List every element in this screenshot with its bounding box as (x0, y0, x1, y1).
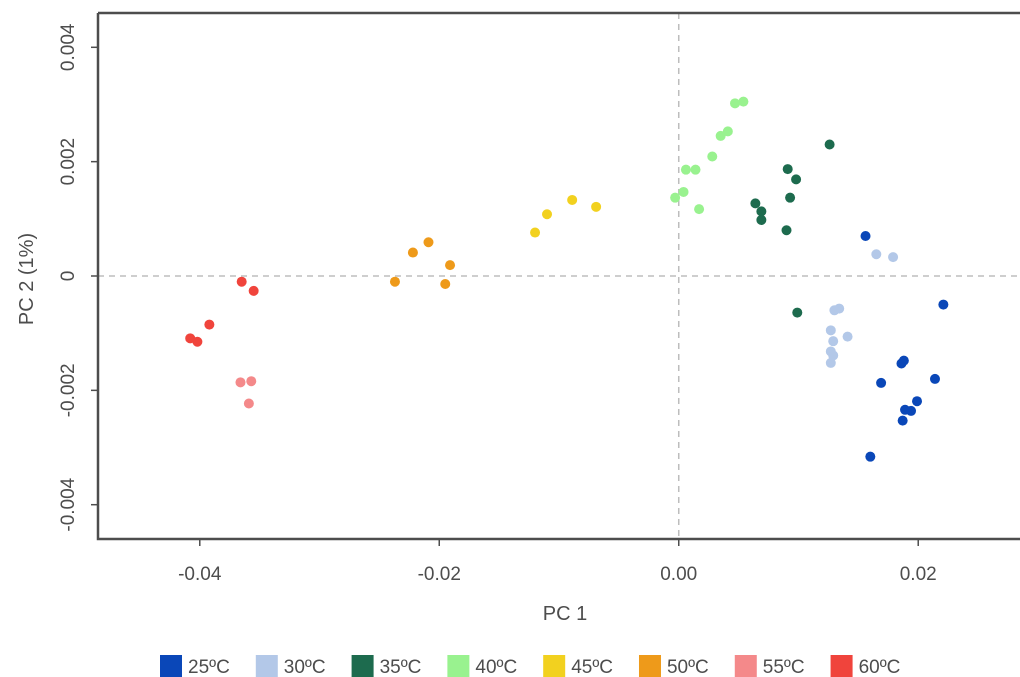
data-point (938, 299, 949, 310)
reference-lines (98, 13, 1020, 539)
data-point (871, 249, 882, 260)
legend-label: 35ºC (380, 657, 422, 677)
data-point (715, 130, 726, 141)
data-point (900, 404, 911, 415)
data-point (440, 279, 451, 290)
x-tick-label: -0.02 (418, 564, 461, 585)
data-point (865, 451, 876, 462)
data-point (792, 307, 803, 318)
legend-label: 60ºC (859, 657, 901, 677)
data-point (730, 98, 741, 109)
legend-item: 30ºC (255, 655, 326, 677)
legend-label: 30ºC (284, 657, 326, 677)
data-point (248, 285, 259, 296)
data-point (750, 198, 761, 209)
legend-label: 55ºC (763, 657, 805, 677)
data-point (243, 398, 254, 409)
data-point (829, 305, 840, 316)
data-point (707, 151, 718, 162)
data-point (407, 247, 418, 258)
legend-item: 45ºC (543, 655, 613, 677)
data-point (680, 164, 691, 175)
legend-item: 50ºC (638, 655, 709, 677)
plot-frame (96, 11, 1020, 541)
data-point (236, 276, 247, 287)
data-point (192, 336, 203, 347)
legend-swatch (351, 655, 374, 677)
legend-swatch (255, 655, 278, 677)
y-tick-label: -0.004 (58, 477, 79, 531)
data-point (929, 373, 940, 384)
legend-swatch (638, 655, 661, 677)
data-point (445, 260, 456, 271)
y-tick-label: 0 (58, 271, 79, 282)
data-point (204, 319, 215, 330)
data-point (876, 377, 887, 388)
data-point (722, 126, 733, 137)
data-point (670, 192, 681, 203)
x-tick-label: 0.02 (900, 564, 937, 585)
data-point (825, 357, 836, 368)
x-axis-title: PC 1 (543, 603, 587, 625)
data-point (738, 96, 749, 107)
legend-swatch (830, 655, 853, 677)
data-point (389, 276, 400, 287)
data-point (678, 186, 689, 197)
data-point (791, 174, 802, 185)
data-point (542, 209, 553, 220)
data-point (756, 206, 767, 217)
legend-item: 40ºC (447, 655, 517, 677)
data-point (860, 230, 871, 241)
data-point (888, 252, 899, 263)
legend-item: 55ºC (734, 655, 805, 677)
data-point (591, 201, 602, 212)
legend-label: 50ºC (667, 657, 709, 677)
data-point (828, 336, 839, 347)
legend-item: 25ºC (160, 655, 230, 677)
y-axis-ticks: -0.004 -0.002 0 0.002 0.004 (58, 23, 98, 532)
x-axis-ticks: -0.04 -0.02 0.00 0.02 (178, 539, 937, 585)
legend-swatch (447, 655, 470, 677)
data-point (567, 194, 578, 205)
data-point (781, 225, 792, 236)
data-point (825, 325, 836, 336)
legend-label: 25ºC (188, 657, 230, 677)
legend-swatch (734, 655, 757, 677)
legend-swatch (160, 655, 182, 677)
data-point (782, 164, 793, 175)
legend-label: 40ºC (475, 657, 517, 677)
data-point (690, 164, 701, 175)
data-point (756, 214, 767, 225)
x-tick-label: -0.04 (178, 564, 222, 585)
data-point (897, 415, 908, 426)
data-point (785, 192, 796, 203)
legend-item: 35ºC (351, 655, 422, 677)
legend-item: 60ºC (830, 655, 901, 677)
data-points (185, 96, 949, 462)
data-point (235, 377, 246, 388)
data-point (898, 355, 909, 366)
data-point (694, 204, 705, 215)
legend-swatch (543, 655, 566, 677)
data-point (842, 331, 853, 342)
legend-label: 45ºC (571, 657, 613, 677)
data-point (912, 396, 923, 407)
legend: 25ºC 30ºC 35ºC 40ºC 45ºC 50ºC 55ºC 60ºC (160, 655, 900, 677)
data-point (423, 237, 434, 248)
data-point (824, 139, 835, 150)
x-tick-label: 0.00 (660, 564, 697, 585)
data-point (246, 376, 257, 387)
y-tick-label: 0.002 (58, 138, 79, 186)
y-tick-label: -0.002 (58, 363, 79, 417)
y-axis-title: PC 2 (1%) (16, 233, 38, 325)
y-tick-label: 0.004 (58, 23, 79, 71)
data-point (530, 227, 541, 238)
